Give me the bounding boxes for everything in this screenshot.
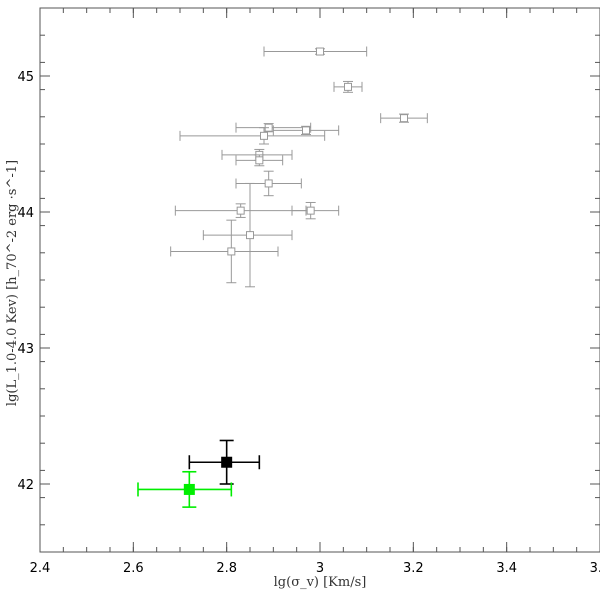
open-square-marker	[400, 114, 408, 123]
open-square-point	[380, 113, 428, 124]
open-square-point	[235, 154, 284, 167]
open-square-point	[170, 219, 279, 284]
open-square-point	[235, 170, 302, 197]
open-square-marker	[344, 82, 352, 91]
open-square-point	[202, 182, 293, 288]
x-tick-label: 3.4	[496, 561, 517, 576]
data-points	[137, 46, 428, 508]
x-tick-label: 2.6	[123, 561, 144, 576]
open-square-marker	[264, 179, 273, 188]
open-square-marker	[306, 206, 315, 215]
y-tick-label: 44	[17, 206, 34, 221]
open-square-marker	[260, 131, 268, 140]
x-tick-label: 3.6	[590, 561, 600, 576]
open-square-point	[333, 80, 363, 93]
x-tick-label: 2.8	[216, 561, 237, 576]
filled-square-marker	[183, 483, 195, 495]
open-square-marker	[227, 247, 236, 256]
open-square-point	[179, 127, 326, 145]
y-tick-label: 42	[17, 478, 34, 493]
filled-square-marker	[221, 456, 233, 468]
open-square-point	[174, 203, 307, 218]
y-axis-label: lg(L_1.0-4.0 Kev) [h_70^-2 erg ·s^-1]	[5, 160, 20, 406]
open-square-point	[272, 125, 340, 136]
y-tick-label: 45	[17, 70, 34, 85]
open-square-marker	[236, 206, 245, 215]
open-square-marker	[246, 231, 254, 240]
y-tick-label: 43	[17, 342, 34, 357]
open-square-marker	[316, 47, 324, 56]
tick-labels: 2.4 2.6 2.8 3 3.2 3.4 3.6 42 43 44 45	[17, 70, 600, 576]
x-tick-label: 3.2	[403, 561, 424, 576]
x-axis-label: lg(σ_v) [Km/s]	[274, 575, 367, 590]
x-tick-label: 2.4	[30, 561, 51, 576]
open-square-point	[291, 201, 340, 220]
filled-square-point	[188, 439, 261, 485]
x-tick-label: 3	[316, 561, 324, 576]
open-square-marker	[255, 156, 264, 165]
filled-square-point	[137, 470, 233, 508]
open-square-marker	[302, 126, 310, 135]
plot-frame	[39, 7, 600, 553]
open-square-point	[263, 46, 368, 57]
